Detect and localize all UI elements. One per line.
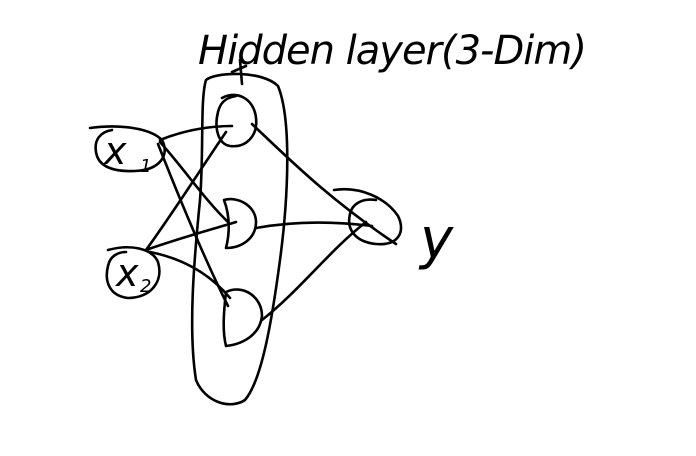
input-node-x2: x 2 (105, 246, 161, 300)
input-x2-subscript: 2 (140, 276, 151, 297)
title-pointer-mark (230, 58, 248, 86)
input-node-x1-shape (88, 125, 166, 173)
edge-x2-h2 (144, 220, 238, 252)
hidden-layer-title: Hidden layer(3-Dim) (198, 28, 586, 74)
edge-x1-h2 (158, 140, 230, 224)
edge-x1-h3 (156, 142, 230, 308)
output-y-label: y (418, 207, 454, 272)
edge-h2-y (254, 221, 374, 230)
edge-x2-h1 (144, 130, 228, 252)
hidden-node-1 (215, 93, 258, 148)
input-node-x1: x 1 (88, 125, 166, 177)
edge-x2-h3 (148, 250, 232, 300)
edge-h3-y (260, 220, 368, 322)
hidden-layer-enclosure (190, 72, 289, 406)
input-x1-label: x (103, 129, 127, 173)
edge-x1-h1 (158, 124, 234, 142)
input-x2-label: x (115, 251, 139, 295)
edge-h1-y (250, 122, 398, 246)
input-x1-subscript: 1 (140, 156, 151, 177)
hidden-node-3 (222, 288, 264, 348)
output-node (332, 187, 403, 246)
